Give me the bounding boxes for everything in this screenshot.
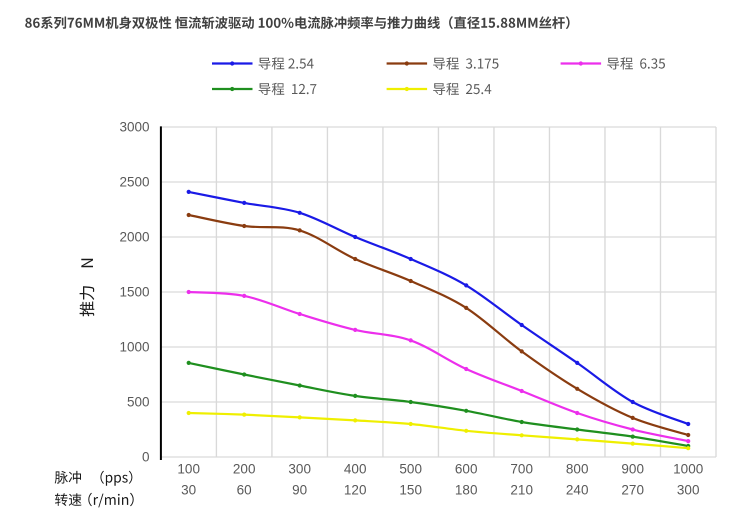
- svg-text:700: 700: [510, 462, 533, 477]
- svg-text:400: 400: [344, 462, 367, 477]
- svg-text:800: 800: [566, 462, 589, 477]
- svg-text:0: 0: [142, 450, 150, 465]
- svg-text:500: 500: [127, 395, 150, 410]
- svg-text:500: 500: [399, 462, 422, 477]
- svg-text:2500: 2500: [119, 175, 149, 190]
- svg-text:300: 300: [677, 483, 700, 498]
- svg-text:30: 30: [181, 483, 196, 498]
- svg-text:300: 300: [288, 462, 311, 477]
- svg-text:600: 600: [455, 462, 478, 477]
- svg-text:180: 180: [455, 483, 478, 498]
- svg-text:100: 100: [177, 462, 200, 477]
- svg-text:2000: 2000: [119, 230, 149, 245]
- svg-text:120: 120: [344, 483, 367, 498]
- svg-text:60: 60: [237, 483, 252, 498]
- svg-text:90: 90: [292, 483, 307, 498]
- svg-text:240: 240: [566, 483, 589, 498]
- svg-text:3000: 3000: [119, 120, 149, 135]
- svg-text:1000: 1000: [673, 462, 703, 477]
- svg-text:270: 270: [621, 483, 644, 498]
- svg-text:1000: 1000: [119, 340, 149, 355]
- svg-text:1500: 1500: [119, 285, 149, 300]
- svg-text:150: 150: [399, 483, 422, 498]
- svg-text:200: 200: [233, 462, 256, 477]
- svg-text:210: 210: [510, 483, 533, 498]
- svg-text:900: 900: [621, 462, 644, 477]
